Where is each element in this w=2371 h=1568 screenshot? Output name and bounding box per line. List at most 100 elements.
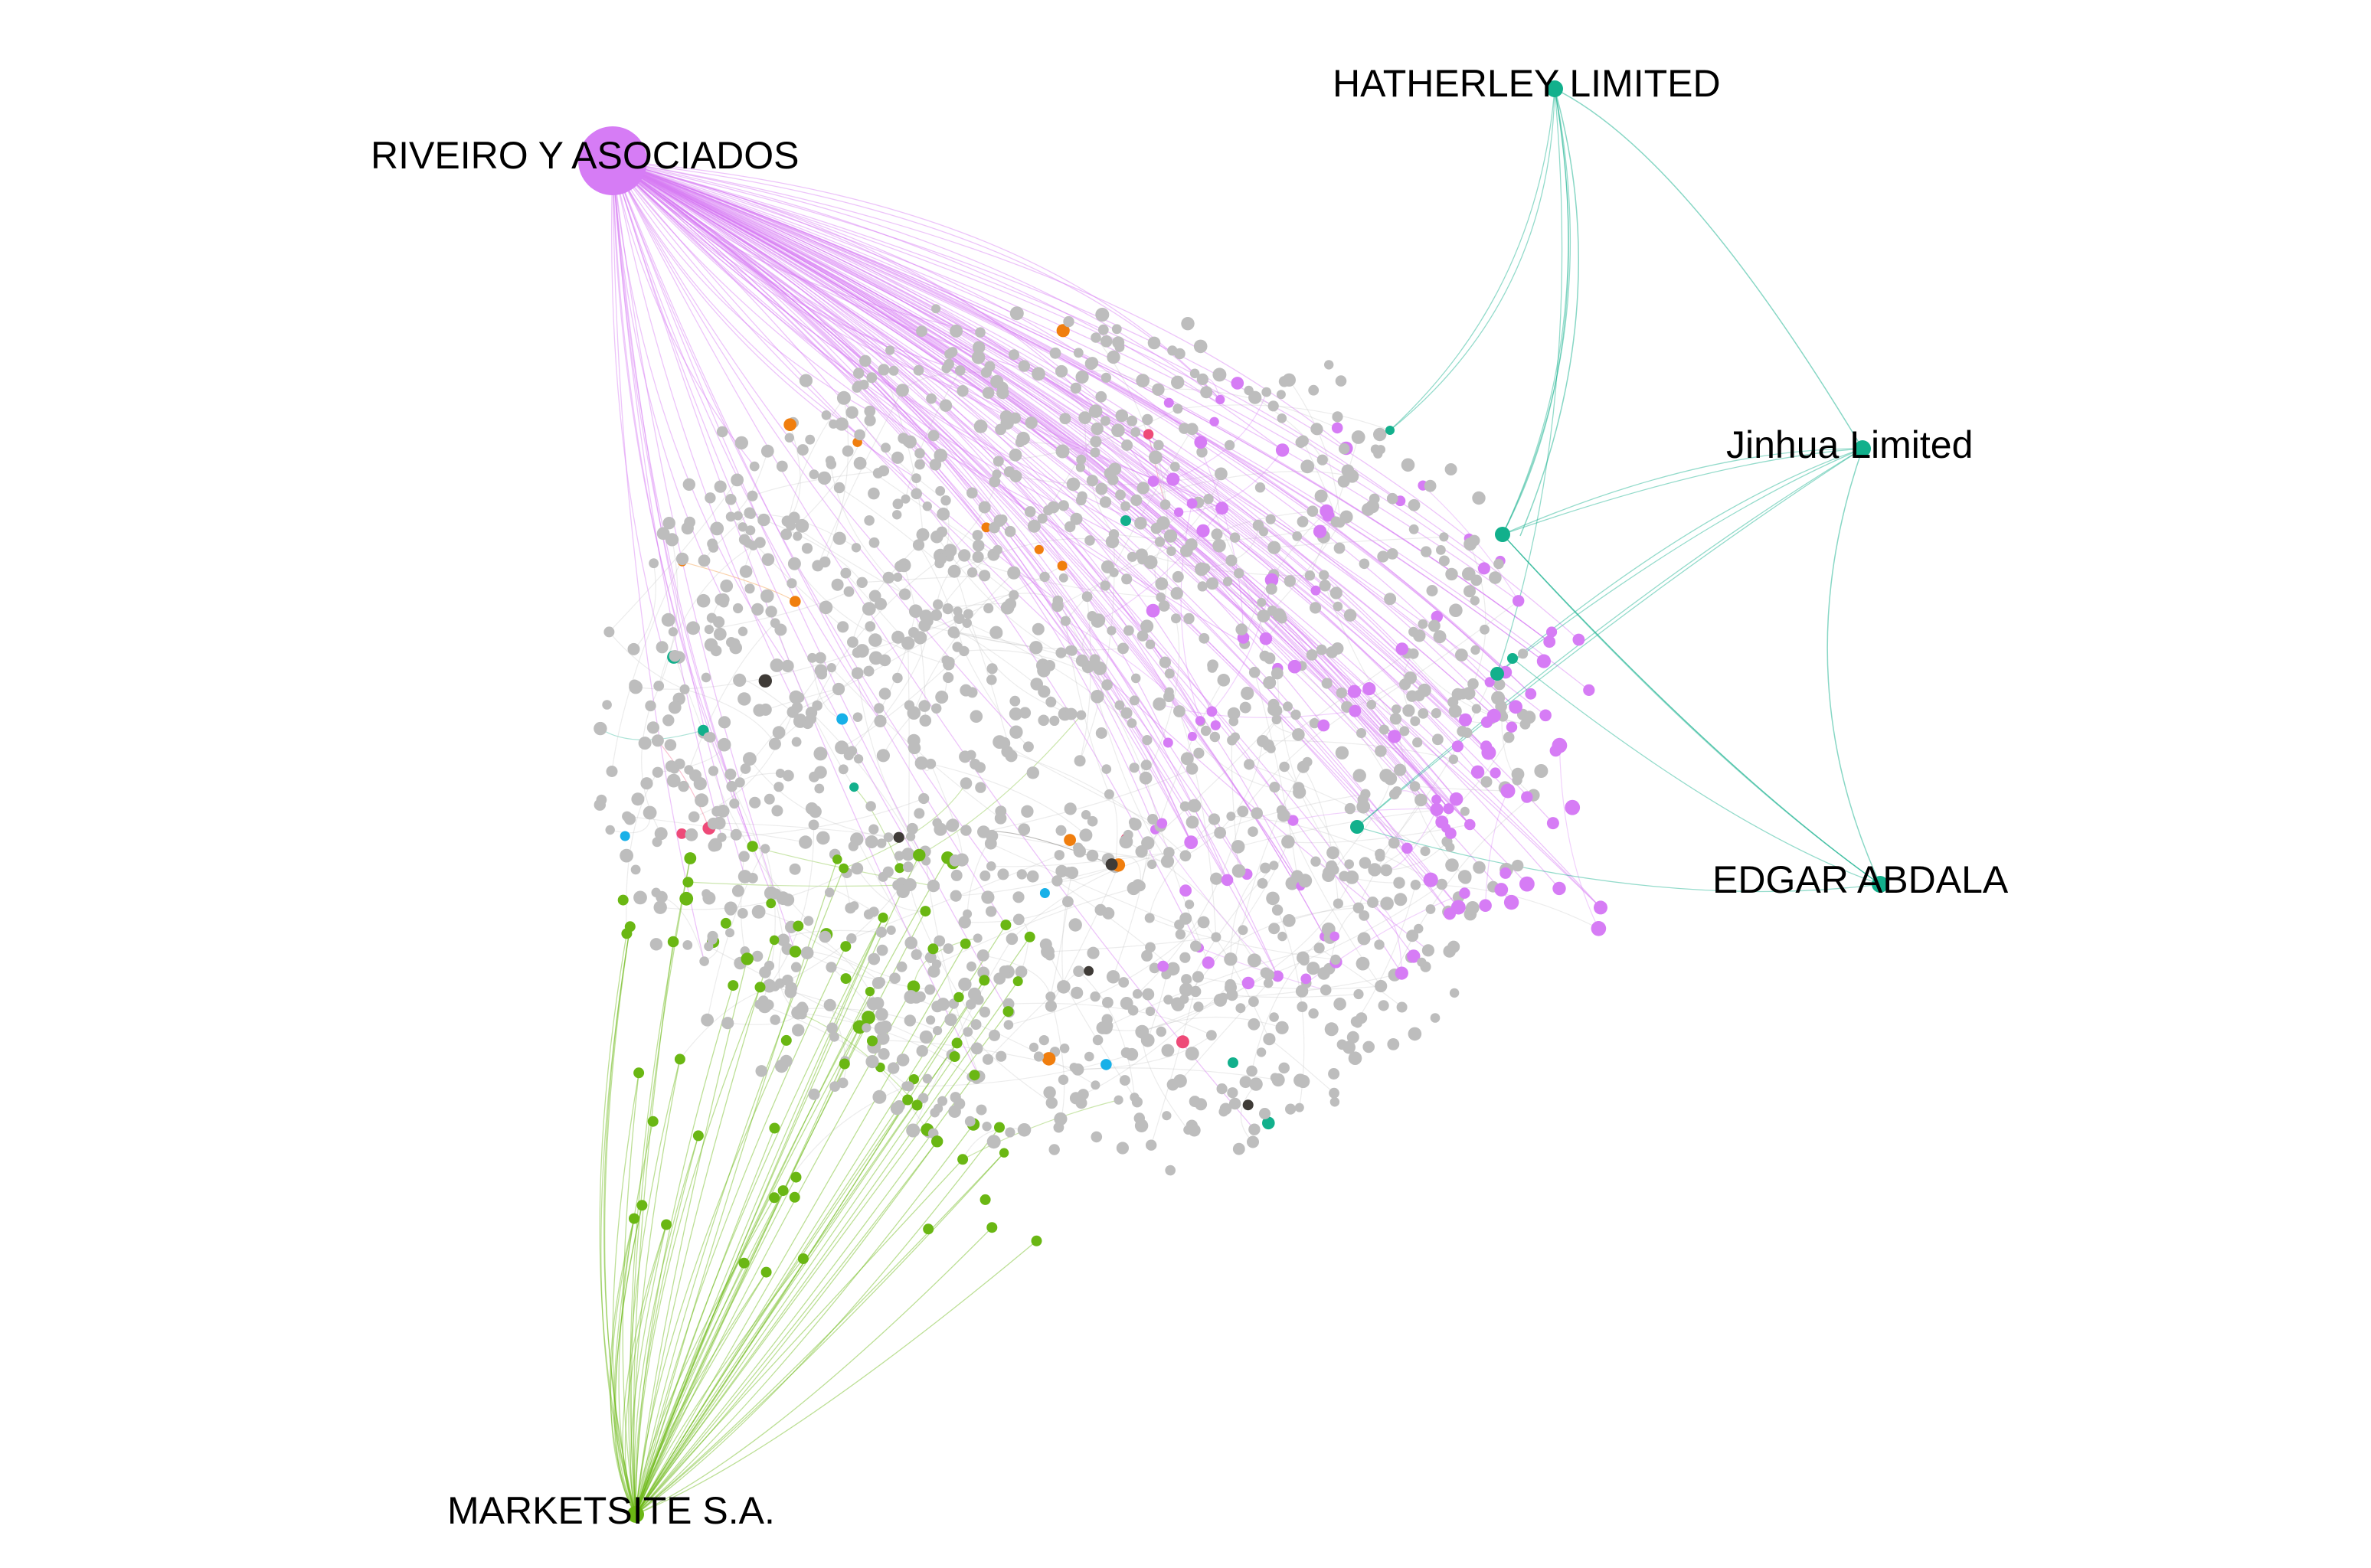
graph-node[interactable] <box>656 641 669 654</box>
graph-node[interactable] <box>809 469 819 479</box>
graph-node[interactable] <box>737 522 747 532</box>
graph-node[interactable] <box>636 1200 648 1211</box>
graph-node[interactable] <box>892 672 903 684</box>
graph-node[interactable] <box>970 1019 982 1031</box>
graph-node[interactable] <box>1030 678 1043 691</box>
graph-node[interactable] <box>757 513 770 527</box>
graph-node[interactable] <box>912 539 925 551</box>
graph-node[interactable] <box>812 560 824 572</box>
graph-node[interactable] <box>1123 625 1134 636</box>
graph-node[interactable] <box>1408 498 1421 511</box>
graph-node[interactable] <box>840 973 852 985</box>
graph-node[interactable] <box>1260 862 1271 874</box>
graph-node[interactable] <box>1095 308 1110 322</box>
graph-node[interactable] <box>1012 913 1025 926</box>
graph-node[interactable] <box>1380 897 1394 910</box>
graph-node[interactable] <box>1047 501 1060 514</box>
graph-node[interactable] <box>1297 435 1309 447</box>
graph-node[interactable] <box>975 327 986 338</box>
graph-node[interactable] <box>1038 1035 1049 1046</box>
graph-node[interactable] <box>1099 1021 1113 1034</box>
graph-node[interactable] <box>1095 390 1107 403</box>
graph-node[interactable] <box>1194 436 1208 449</box>
graph-node[interactable] <box>1225 554 1238 567</box>
graph-node[interactable] <box>885 345 895 355</box>
graph-node[interactable] <box>1300 459 1315 474</box>
graph-node[interactable] <box>1231 864 1246 878</box>
graph-node[interactable] <box>1049 715 1060 727</box>
graph-node[interactable] <box>1106 970 1120 984</box>
graph-node[interactable] <box>1156 818 1168 829</box>
graph-node[interactable] <box>602 700 612 710</box>
graph-node[interactable] <box>966 961 976 972</box>
graph-node[interactable] <box>1039 888 1050 898</box>
graph-node[interactable] <box>966 750 976 760</box>
graph-node[interactable] <box>1183 612 1195 625</box>
graph-node[interactable] <box>1349 704 1362 717</box>
graph-node[interactable] <box>1493 558 1504 570</box>
graph-node[interactable] <box>1445 567 1458 581</box>
graph-node[interactable] <box>862 602 876 616</box>
graph-node[interactable] <box>623 813 636 825</box>
graph-node[interactable] <box>914 448 925 459</box>
graph-node[interactable] <box>1300 973 1312 985</box>
graph-node[interactable] <box>1421 546 1432 557</box>
graph-node[interactable] <box>939 399 953 412</box>
graph-node[interactable] <box>679 684 690 694</box>
graph-node[interactable] <box>760 444 774 458</box>
graph-node[interactable] <box>1279 761 1290 773</box>
graph-node[interactable] <box>1461 727 1473 738</box>
graph-node[interactable] <box>1399 726 1410 737</box>
graph-node[interactable] <box>1393 877 1405 889</box>
graph-node[interactable] <box>1009 349 1019 361</box>
graph-node[interactable] <box>1025 416 1038 430</box>
graph-node[interactable] <box>1156 1026 1167 1037</box>
graph-node[interactable] <box>662 714 675 727</box>
graph-node[interactable] <box>1091 332 1101 343</box>
graph-node[interactable] <box>1271 904 1284 916</box>
graph-node[interactable] <box>649 558 659 569</box>
graph-node[interactable] <box>1111 423 1125 437</box>
graph-node[interactable] <box>1164 668 1175 679</box>
graph-node[interactable] <box>1309 717 1320 729</box>
graph-node[interactable] <box>1297 516 1309 528</box>
graph-node[interactable] <box>979 975 990 986</box>
graph-node[interactable] <box>1147 814 1159 825</box>
graph-node[interactable] <box>864 515 875 526</box>
graph-node[interactable] <box>782 769 794 782</box>
graph-node[interactable] <box>1503 731 1515 743</box>
graph-node[interactable] <box>1269 861 1279 871</box>
graph-node[interactable] <box>872 977 885 989</box>
graph-node[interactable] <box>1100 580 1110 591</box>
graph-node[interactable] <box>1319 580 1331 592</box>
graph-node[interactable] <box>1108 462 1122 475</box>
graph-node[interactable] <box>747 490 758 501</box>
graph-node[interactable] <box>1447 697 1459 708</box>
graph-node[interactable] <box>1193 1001 1204 1012</box>
graph-node[interactable] <box>714 480 727 493</box>
graph-node[interactable] <box>740 763 751 774</box>
graph-node[interactable] <box>948 1105 961 1118</box>
graph-node[interactable] <box>1294 1102 1304 1112</box>
graph-node[interactable] <box>1091 690 1104 704</box>
graph-node[interactable] <box>814 783 825 794</box>
graph-node[interactable] <box>1261 387 1272 397</box>
graph-node[interactable] <box>1146 603 1160 618</box>
graph-node[interactable] <box>1070 382 1082 394</box>
graph-node[interactable] <box>1031 1235 1042 1246</box>
graph-node[interactable] <box>924 984 936 995</box>
graph-node[interactable] <box>865 835 878 848</box>
graph-node[interactable] <box>764 960 775 971</box>
graph-node[interactable] <box>1470 645 1480 655</box>
graph-node[interactable] <box>763 999 774 1011</box>
graph-node[interactable] <box>654 827 668 841</box>
graph-node[interactable] <box>1037 513 1048 524</box>
graph-node[interactable] <box>881 443 891 453</box>
graph-node[interactable] <box>919 714 932 727</box>
graph-node[interactable] <box>1033 1051 1044 1062</box>
graph-node[interactable] <box>882 571 895 584</box>
graph-node[interactable] <box>889 972 901 984</box>
graph-node[interactable] <box>997 868 1009 880</box>
graph-node[interactable] <box>656 890 668 903</box>
graph-node[interactable] <box>1000 920 1012 931</box>
